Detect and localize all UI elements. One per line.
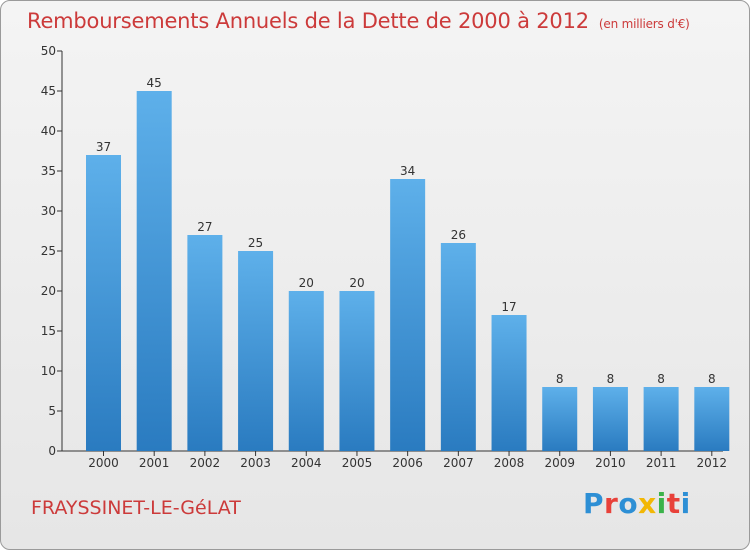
chart-title: Remboursements Annuels de la Dette de 20… [27,9,690,33]
bar [592,387,628,451]
x-tick-label: 2006 [392,456,423,470]
y-tick-label: 5 [48,404,56,418]
x-tick-label: 2002 [190,456,221,470]
y-tick-label: 45 [41,84,56,98]
bar [390,179,426,451]
x-tick-label: 2003 [240,456,271,470]
bar [187,235,223,451]
data-label: 45 [147,76,162,90]
data-label: 27 [197,220,212,234]
logo-letter: i [680,487,691,520]
x-tick-label: 2009 [544,456,575,470]
logo-letter: x [638,487,657,520]
bar [136,91,172,451]
bar [694,387,730,451]
bar [86,155,121,451]
logo-letter: i [656,487,667,520]
logo-letter: o [618,487,639,520]
x-tick-label: 2007 [443,456,474,470]
data-label: 37 [96,140,111,154]
y-tick-label: 50 [41,44,56,58]
y-tick-label: 25 [41,244,56,258]
y-tick-label: 40 [41,124,56,138]
place-name: FRAYSSINET-LE-GéLAT [31,497,241,519]
x-tick-label: 2001 [139,456,170,470]
y-tick-label: 0 [48,444,56,458]
bar [440,243,476,451]
data-label: 20 [299,276,314,290]
bar [288,291,324,451]
data-label: 8 [556,372,564,386]
logo-letter: r [604,487,619,520]
y-tick-label: 20 [41,284,56,298]
title-text: Remboursements Annuels de la Dette de 20… [27,9,589,33]
bar [339,291,375,451]
bar [238,251,274,451]
data-label: 8 [708,372,716,386]
y-tick-label: 10 [41,364,56,378]
data-label: 8 [657,372,665,386]
x-tick-label: 2012 [697,456,728,470]
x-tick-label: 2011 [646,456,677,470]
unit-label: (en milliers d'€) [598,17,690,31]
y-tick-label: 35 [41,164,56,178]
data-label: 20 [349,276,364,290]
proxiti-logo[interactable]: Proxiti [583,487,691,520]
y-tick-label: 30 [41,204,56,218]
data-label: 26 [451,228,466,242]
x-tick-label: 2010 [595,456,626,470]
bar [643,387,679,451]
logo-letter: t [666,487,681,520]
data-label: 34 [400,164,415,178]
bar [491,315,527,451]
data-label: 17 [501,300,516,314]
data-label: 25 [248,236,263,250]
data-label: 8 [607,372,615,386]
x-tick-label: 2008 [494,456,525,470]
x-tick-label: 2004 [291,456,322,470]
bar [542,387,578,451]
y-tick-label: 15 [41,324,56,338]
x-tick-label: 2000 [88,456,119,470]
logo-letter: P [583,487,605,520]
x-tick-label: 2005 [342,456,373,470]
